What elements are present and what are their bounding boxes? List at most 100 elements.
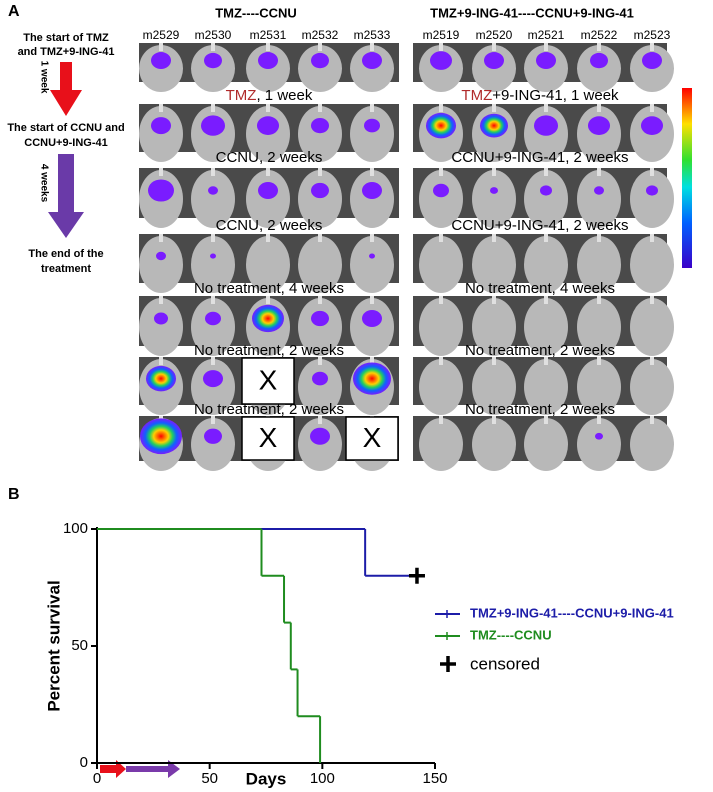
signal: [311, 117, 329, 134]
ear-tag: [650, 168, 654, 176]
mouse-body: [298, 170, 342, 228]
ear-tag: [159, 168, 163, 176]
mouse-body: [524, 236, 568, 293]
mouse-body: [577, 45, 621, 92]
signal: [310, 427, 330, 445]
ear-tag: [597, 43, 601, 51]
signal: [484, 52, 504, 70]
ear-tag: [492, 43, 496, 51]
signal: [201, 115, 225, 136]
ear-tag: [370, 357, 374, 365]
ear-tag: [650, 416, 654, 424]
ear-tag: [439, 168, 443, 176]
signal: [204, 52, 222, 69]
signal: [588, 116, 610, 135]
ear-tag: [211, 43, 215, 51]
signal: [311, 182, 329, 199]
row-label-part: CCNU+9-ING-41, 2 weeks: [451, 149, 628, 166]
mouse-body: [472, 359, 516, 415]
ear-tag: [492, 357, 496, 365]
ear-tag: [439, 357, 443, 365]
mouse-body: [524, 298, 568, 356]
ear-tag: [318, 296, 322, 304]
signal: [646, 185, 658, 196]
mouse-body: [419, 236, 463, 293]
row-label-part: No treatment, 2 weeks: [194, 342, 344, 359]
ear-tag: [318, 357, 322, 365]
row-label-part: No treatment, 2 weeks: [465, 342, 615, 359]
ear-tag: [597, 168, 601, 176]
ear-tag: [650, 43, 654, 51]
signal: [536, 52, 556, 70]
panel-letter: A: [8, 3, 20, 20]
row-label-part: TMZ: [226, 87, 257, 104]
legend-label: TMZ+9-ING-41----CCNU+9-ING-41: [470, 605, 674, 620]
signal: [205, 311, 221, 326]
mouse-body: [472, 170, 516, 228]
signal: [426, 112, 456, 139]
signal: [258, 182, 278, 199]
mouse-body: [298, 298, 342, 356]
row-label: TMZ, 1 week: [226, 87, 313, 104]
ear-tag: [266, 296, 270, 304]
signal: [148, 179, 174, 202]
mouse-body: [139, 298, 183, 356]
mouse-body: [139, 236, 183, 293]
signal: [362, 182, 382, 199]
signal: [353, 362, 391, 395]
row-label: No treatment, 4 weeks: [194, 280, 344, 297]
mouse-body: [298, 106, 342, 162]
mouse-body: [419, 170, 463, 228]
timeline-label: treatment: [41, 263, 91, 275]
ear-tag: [211, 104, 215, 112]
mouse-body: [524, 359, 568, 415]
mouse-id: m2521: [528, 28, 565, 42]
signal: [210, 253, 216, 259]
mouse-id: m2533: [354, 28, 391, 42]
ear-tag: [597, 234, 601, 242]
row-label-part: CCNU, 2 weeks: [216, 149, 323, 166]
timeline-label: CCNU+9-ING-41: [24, 137, 107, 149]
mouse-body: [630, 298, 674, 356]
signal: [595, 432, 603, 440]
ear-tag: [492, 296, 496, 304]
signal: [156, 251, 166, 261]
row-label: No treatment, 2 weeks: [194, 401, 344, 418]
mouse-body: [577, 298, 621, 356]
ear-tag: [492, 168, 496, 176]
mouse-body: [246, 236, 290, 293]
mouse-body: [577, 418, 621, 471]
timeline-label: The start of CCNU and: [7, 122, 124, 134]
signal: [534, 115, 558, 136]
ear-tag: [492, 234, 496, 242]
ear-tag: [318, 104, 322, 112]
signal: [480, 113, 508, 138]
mouse-body: [524, 170, 568, 228]
ear-tag: [266, 104, 270, 112]
signal: [430, 51, 452, 70]
group-title: TMZ----CCNU: [215, 5, 297, 20]
ear-tag: [439, 104, 443, 112]
row-label-part: CCNU+9-ING-41, 2 weeks: [451, 217, 628, 234]
y-tick-label: 100: [63, 520, 88, 537]
mouse-body: [472, 418, 516, 471]
mouse-body: [630, 236, 674, 293]
ear-tag: [211, 168, 215, 176]
mouse-id: m2519: [423, 28, 460, 42]
ear-tag: [439, 234, 443, 242]
ear-tag: [318, 168, 322, 176]
ear-tag: [492, 104, 496, 112]
mouse-body: [191, 418, 235, 471]
mouse-body: [577, 236, 621, 293]
y-tick-label: 50: [71, 637, 88, 654]
arrow: [100, 760, 126, 778]
ear-tag: [650, 234, 654, 242]
signal: [140, 418, 182, 455]
y-tick-label: 0: [80, 754, 88, 771]
mouse-body: [298, 45, 342, 92]
ear-tag: [544, 234, 548, 242]
mouse-body: [472, 236, 516, 293]
x-tick-label: 0: [93, 770, 101, 787]
mouse-body: [577, 170, 621, 228]
